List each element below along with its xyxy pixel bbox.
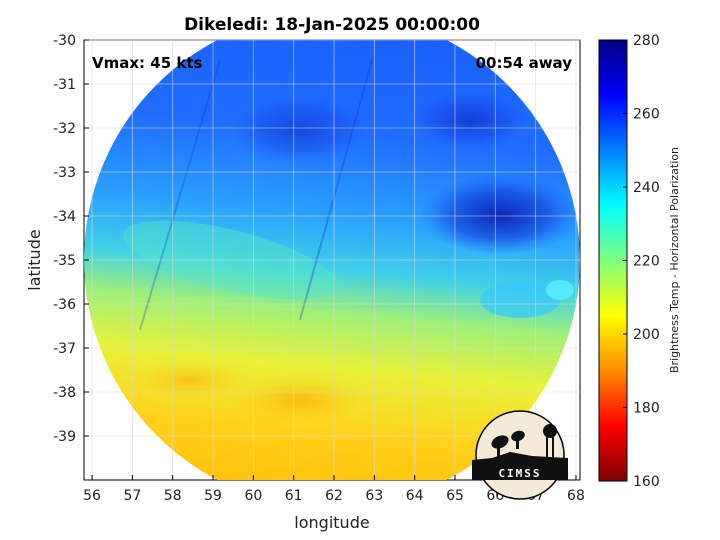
x-tick-label: 56 xyxy=(83,488,101,504)
x-tick-label: 60 xyxy=(244,488,262,504)
y-tick-label: -32 xyxy=(53,121,76,137)
x-tick-label: 64 xyxy=(406,488,424,504)
logo-text: CIMSS xyxy=(498,467,541,480)
vmax-label: Vmax: 45 kts xyxy=(92,54,202,72)
x-tick-label: 63 xyxy=(365,488,383,504)
y-tick-label: -39 xyxy=(53,429,76,445)
y-tick-label: -34 xyxy=(53,209,76,225)
x-tick-label: 58 xyxy=(164,488,182,504)
y-tick-label: -37 xyxy=(53,341,76,357)
x-tick-label: 65 xyxy=(446,488,464,504)
colorbar-tick-label: 160 xyxy=(633,474,660,490)
brightness-temp-field xyxy=(84,40,580,480)
logo-building xyxy=(472,452,568,480)
y-tick-label: -30 xyxy=(53,33,76,49)
satellite-dish-icon xyxy=(491,430,525,458)
colorbar-tick-label: 260 xyxy=(633,107,660,123)
chart-title: Dikeledi: 18-Jan-2025 00:00:00 xyxy=(184,15,480,35)
water-tower-icon xyxy=(543,424,557,459)
y-tick-label: -33 xyxy=(53,165,76,181)
x-tick-label: 62 xyxy=(325,488,343,504)
cimss-logo: CIMSS xyxy=(472,410,568,500)
colorbar-tick-label: 220 xyxy=(633,254,660,270)
colorbar: 160 180 200 220 240 260 280 Brightness Temp - … xyxy=(598,33,681,490)
y-tick-label: -31 xyxy=(53,77,76,93)
y-axis-ticks: -30 -31 -32 -33 -34 -35 -36 -37 -38 -39 xyxy=(53,33,89,445)
colorbar-gradient xyxy=(598,39,628,482)
colorbar-tick-label: 180 xyxy=(633,401,660,417)
y-axis-label: latitude xyxy=(25,229,44,290)
colorbar-tick-label: 200 xyxy=(633,327,660,343)
x-tick-label: 68 xyxy=(567,488,585,504)
colorbar-label: Brightness Temp - Horizontal Polarizatio… xyxy=(668,147,681,373)
colorbar-tick-label: 280 xyxy=(633,33,660,49)
x-tick-label: 57 xyxy=(123,488,141,504)
x-axis-label: longitude xyxy=(294,513,369,532)
y-tick-label: -35 xyxy=(53,253,76,269)
y-tick-label: -38 xyxy=(53,385,76,401)
time-away-label: 00:54 away xyxy=(476,54,573,72)
colorbar-tick-label: 240 xyxy=(633,180,660,196)
colorbar-ticks: 160 180 200 220 240 260 280 xyxy=(623,33,660,490)
x-tick-label: 61 xyxy=(285,488,303,504)
x-tick-label: 59 xyxy=(204,488,222,504)
y-tick-label: -36 xyxy=(53,297,76,313)
